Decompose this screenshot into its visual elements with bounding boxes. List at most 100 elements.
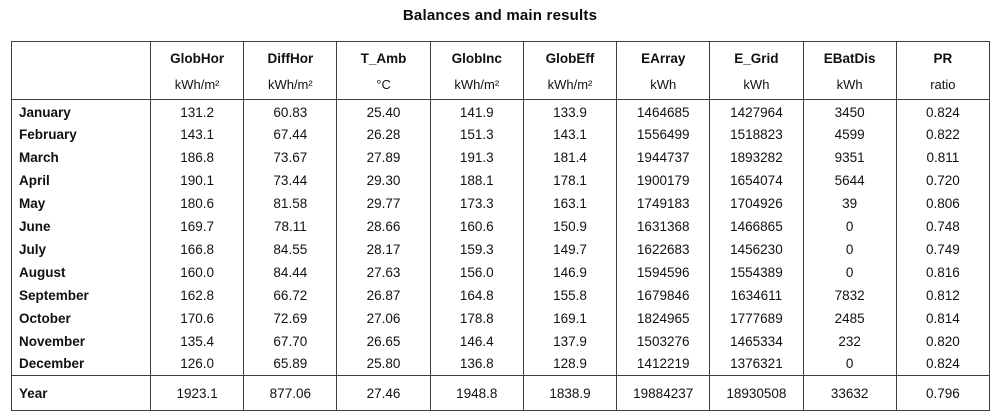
data-cell: 27.63 bbox=[336, 260, 431, 284]
row-label: January bbox=[19, 105, 71, 121]
data-cell: 156.0 bbox=[429, 260, 524, 284]
row-label: November bbox=[19, 333, 86, 349]
table-row: September 162.8 66.72 26.87 164.8 155.8 167984… bbox=[12, 283, 990, 307]
data-cell: 27.06 bbox=[336, 306, 431, 330]
column-unit: kWh/m² bbox=[429, 72, 524, 100]
data-cell: 186.8 bbox=[149, 145, 244, 169]
data-cell: 1679846 bbox=[616, 283, 710, 307]
data-cell: 1631368 bbox=[616, 214, 710, 238]
data-cell: 39 bbox=[802, 191, 897, 215]
table-row: January 131.2 60.83 25.40 141.9 133.9 1464685 1… bbox=[12, 99, 990, 123]
data-cell: 191.3 bbox=[429, 145, 524, 169]
data-cell: 169.7 bbox=[149, 214, 244, 238]
column-unit: kWh/m² bbox=[243, 72, 337, 100]
balances-table: GlobHor DiffHor T_Amb GlobInc GlobEff EArray E… bbox=[11, 41, 990, 411]
year-value-cell: 0.796 bbox=[895, 375, 990, 411]
data-cell: 159.3 bbox=[429, 237, 524, 261]
data-cell: 28.66 bbox=[336, 214, 431, 238]
column-header: GlobEff bbox=[522, 41, 617, 72]
year-value-cell: 18930508 bbox=[709, 375, 804, 411]
data-cell: 1749183 bbox=[616, 191, 710, 215]
row-label: October bbox=[19, 310, 71, 326]
data-cell: 67.70 bbox=[243, 329, 337, 353]
data-cell: 81.58 bbox=[243, 191, 337, 215]
data-cell: 1893282 bbox=[709, 145, 804, 169]
data-cell: 1466865 bbox=[709, 214, 804, 238]
data-cell: 28.17 bbox=[336, 237, 431, 261]
data-cell: 232 bbox=[802, 329, 897, 353]
data-cell: 164.8 bbox=[429, 283, 524, 307]
data-cell: 1427964 bbox=[709, 99, 804, 123]
data-cell: 0 bbox=[802, 260, 897, 284]
data-cell: 1556499 bbox=[616, 122, 710, 146]
column-unit: ratio bbox=[895, 72, 990, 100]
data-cell: 155.8 bbox=[522, 283, 617, 307]
data-cell: 0.822 bbox=[895, 122, 990, 146]
data-cell: 1704926 bbox=[709, 191, 804, 215]
data-cell: 0.824 bbox=[895, 352, 990, 376]
year-value-cell: 1923.1 bbox=[149, 375, 244, 411]
data-cell: 4599 bbox=[802, 122, 897, 146]
data-cell: 160.0 bbox=[149, 260, 244, 284]
data-cell: 0.814 bbox=[895, 306, 990, 330]
data-cell: 9351 bbox=[802, 145, 897, 169]
data-cell: 0.748 bbox=[895, 214, 990, 238]
row-label: December bbox=[19, 356, 85, 372]
year-label: Year bbox=[11, 375, 151, 411]
data-cell: 0 bbox=[802, 237, 897, 261]
data-cell: 1654074 bbox=[709, 168, 804, 192]
data-cell: 143.1 bbox=[522, 122, 617, 146]
data-cell: 126.0 bbox=[149, 352, 244, 376]
data-cell: 146.4 bbox=[429, 329, 524, 353]
data-cell: 133.9 bbox=[522, 99, 617, 123]
data-cell: 143.1 bbox=[149, 122, 244, 146]
data-cell: 137.9 bbox=[522, 329, 617, 353]
data-cell: 1777689 bbox=[709, 306, 804, 330]
data-cell: 25.80 bbox=[336, 352, 431, 376]
column-unit: kWh bbox=[616, 72, 710, 100]
data-cell: 149.7 bbox=[522, 237, 617, 261]
table-header: GlobHor DiffHor T_Amb GlobInc GlobEff EArray E… bbox=[11, 41, 990, 100]
data-cell: 65.89 bbox=[243, 352, 337, 376]
column-header: PR bbox=[895, 41, 990, 72]
table-row: February 143.1 67.44 26.28 151.3 143.1 1556499… bbox=[12, 122, 990, 146]
data-cell: 5644 bbox=[802, 168, 897, 192]
data-cell: 84.55 bbox=[243, 237, 337, 261]
data-cell: 1634611 bbox=[709, 283, 804, 307]
data-cell: 67.44 bbox=[243, 122, 337, 146]
table-row: December 126.0 65.89 25.80 136.8 128.9 1412219… bbox=[12, 352, 990, 376]
data-cell: 0.812 bbox=[895, 283, 990, 307]
data-cell: 7832 bbox=[802, 283, 897, 307]
data-cell: 66.72 bbox=[243, 283, 337, 307]
table-row: June 169.7 78.11 28.66 160.6 150.9 1631368 1466… bbox=[12, 214, 990, 238]
year-value-cell: 1838.9 bbox=[522, 375, 617, 411]
page-title: Balances and main results bbox=[402, 7, 598, 24]
data-cell: 128.9 bbox=[522, 352, 617, 376]
year-value-cell: 877.06 bbox=[243, 375, 337, 411]
data-cell: 26.28 bbox=[336, 122, 431, 146]
data-cell: 173.3 bbox=[429, 191, 524, 215]
column-header: GlobInc bbox=[429, 41, 524, 72]
data-cell: 2485 bbox=[802, 306, 897, 330]
data-cell: 1503276 bbox=[616, 329, 710, 353]
data-cell: 190.1 bbox=[149, 168, 244, 192]
data-cell: 26.65 bbox=[336, 329, 431, 353]
data-cell: 0 bbox=[802, 214, 897, 238]
data-cell: 0.820 bbox=[895, 329, 990, 353]
data-cell: 60.83 bbox=[243, 99, 337, 123]
row-label: February bbox=[19, 126, 77, 142]
column-header: DiffHor bbox=[243, 41, 337, 72]
data-cell: 166.8 bbox=[149, 237, 244, 261]
data-cell: 150.9 bbox=[522, 214, 617, 238]
data-cell: 136.8 bbox=[429, 352, 524, 376]
table-row: April 190.1 73.44 29.30 188.1 178.1 1900179 165… bbox=[12, 168, 990, 192]
year-row: Year 1923.1 877.06 27.46 1948.8 1838.9 1988423… bbox=[11, 375, 990, 411]
data-cell: 163.1 bbox=[522, 191, 617, 215]
data-cell: 1464685 bbox=[616, 99, 710, 123]
year-value-cell: 19884237 bbox=[616, 375, 710, 411]
data-cell: 26.87 bbox=[336, 283, 431, 307]
year-value-cell: 1948.8 bbox=[429, 375, 524, 411]
column-header: GlobHor bbox=[149, 41, 244, 72]
data-cell: 1900179 bbox=[616, 168, 710, 192]
data-cell: 151.3 bbox=[429, 122, 524, 146]
